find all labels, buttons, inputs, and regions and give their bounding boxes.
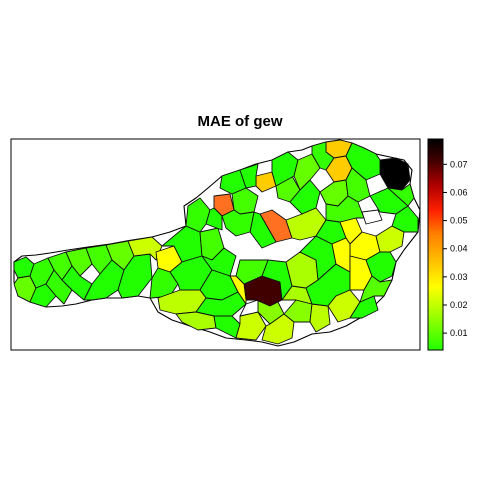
- legend-tick-label: 0.06: [450, 187, 468, 197]
- district-region: [387, 183, 415, 207]
- legend-tick-label: 0.02: [450, 300, 468, 310]
- map-title: MAE of gew: [197, 113, 283, 130]
- district-region: [359, 275, 393, 303]
- legend-tick-label: 0.03: [450, 272, 468, 282]
- district-region: [261, 313, 295, 345]
- district-region: [285, 207, 327, 241]
- district-region: [239, 163, 259, 189]
- district-region: [221, 209, 255, 237]
- district-region: [229, 275, 247, 305]
- legend-tick-label: 0.07: [450, 159, 468, 169]
- district-region: [175, 311, 217, 331]
- legend-ticks: 0.07 0.06 0.05 0.04 0.03 0.02 0.01: [443, 159, 468, 338]
- district-region: [345, 142, 381, 181]
- district-region: [235, 259, 269, 285]
- legend-tick-label: 0.05: [450, 216, 468, 226]
- district-region: [379, 157, 411, 191]
- district-region: [309, 303, 331, 333]
- map-frame: [10, 138, 421, 351]
- district-region: [205, 207, 223, 231]
- legend-tick-label: 0.04: [450, 244, 468, 254]
- district-region: [239, 299, 259, 317]
- district-region: [361, 209, 383, 225]
- district-region: [65, 247, 93, 277]
- district-layer: [13, 139, 419, 345]
- district-region: [149, 267, 179, 299]
- district-region: [127, 236, 163, 261]
- legend-colorbar: [427, 138, 444, 351]
- legend-tick-label: 0.01: [450, 328, 468, 338]
